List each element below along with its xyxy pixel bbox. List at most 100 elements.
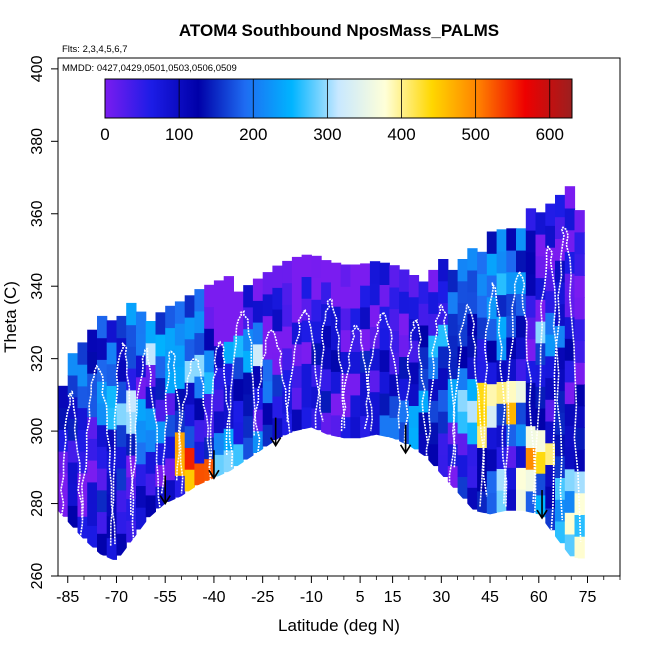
heatmap-cell	[291, 387, 303, 410]
heatmap-cell	[116, 359, 127, 382]
heatmap-cell	[506, 271, 517, 294]
heatmap-cell	[525, 230, 537, 253]
heatmap-cell	[545, 247, 556, 270]
heatmap-cell	[213, 389, 225, 412]
heatmap-cell	[77, 451, 88, 474]
heatmap-cell	[564, 338, 576, 361]
heatmap-cell	[545, 290, 556, 313]
heatmap-cell	[106, 428, 117, 452]
heatmap-cell	[116, 533, 127, 556]
heatmap-cell	[67, 440, 78, 463]
heatmap-cell	[243, 285, 254, 308]
heatmap-cell	[223, 363, 234, 386]
heatmap-cell	[243, 328, 254, 351]
heatmap-cell	[457, 454, 468, 477]
heatmap-cell	[564, 403, 576, 426]
heatmap-cell	[379, 349, 390, 372]
heatmap-cell	[301, 406, 312, 430]
heatmap-cell	[408, 275, 420, 298]
heatmap-cell	[564, 360, 576, 383]
heatmap-cell	[291, 256, 303, 280]
heatmap-cell	[311, 342, 322, 365]
heatmap-cell	[369, 369, 381, 393]
heatmap-cell	[67, 483, 78, 506]
heatmap-cell	[243, 393, 254, 417]
heatmap-cell	[486, 405, 498, 428]
heatmap-cell	[272, 352, 283, 375]
heatmap-cell	[486, 470, 498, 493]
heatmap-cell	[486, 296, 498, 319]
heatmap-cell	[194, 354, 205, 377]
heatmap-cell	[282, 304, 293, 327]
heatmap-cell	[330, 414, 342, 438]
heatmap-cell	[340, 416, 351, 439]
heatmap-cell	[457, 389, 468, 412]
heatmap-cell	[262, 293, 273, 317]
heatmap-cell	[272, 330, 283, 354]
heatmap-cell	[97, 511, 108, 534]
heatmap-cell	[165, 371, 176, 394]
heatmap-cell	[136, 398, 147, 421]
heatmap-cell	[165, 305, 176, 329]
heatmap-cell	[525, 273, 537, 296]
heatmap-cell	[155, 464, 166, 487]
colorbar-tick-label: 0	[100, 125, 109, 144]
heatmap-cell	[204, 306, 215, 329]
heatmap-cell	[350, 264, 361, 287]
heatmap-cell	[438, 324, 449, 347]
heatmap-cell	[467, 487, 478, 510]
heatmap-cell	[555, 390, 566, 413]
axes: -85 -70 -55 -40 -25 -10 5 15 30 45 60 75 260 280 300 32…	[29, 55, 621, 606]
heatmap-cell	[136, 463, 147, 486]
heatmap-cell	[233, 378, 244, 401]
heatmap-cell	[525, 490, 537, 514]
heatmap-cell	[516, 380, 527, 403]
heatmap-cell	[155, 377, 166, 400]
heatmap-cell	[311, 255, 322, 279]
heatmap-cell	[243, 415, 254, 438]
flight-profile	[129, 347, 162, 516]
heatmap-cell	[447, 378, 459, 401]
heatmap-cell	[233, 443, 244, 467]
heatmap-cell	[136, 376, 147, 400]
heatmap-cell	[555, 325, 566, 348]
heatmap-cell	[67, 396, 78, 419]
heatmap-cell	[77, 385, 88, 409]
heatmap-cell	[545, 486, 556, 509]
heatmap-cell	[321, 325, 332, 348]
heatmap-cell	[252, 365, 264, 388]
y-axis-label: Theta (C)	[1, 281, 20, 353]
marker-arrow	[536, 490, 548, 520]
heatmap-cell	[564, 229, 576, 252]
heatmap-cell	[496, 381, 507, 404]
heatmap-cell	[184, 403, 195, 427]
heatmap-cell	[564, 534, 576, 557]
y-tick-label: 380	[29, 128, 46, 155]
heatmap-cell	[291, 409, 303, 432]
heatmap-cell	[545, 464, 556, 487]
heatmap-cell	[477, 360, 488, 383]
heatmap-cell	[243, 350, 254, 373]
y-tick-label: 300	[29, 418, 46, 445]
heatmap-cell	[535, 451, 546, 474]
heatmap-cell	[564, 447, 576, 470]
heatmap-cell	[428, 422, 439, 445]
flight-profile	[314, 298, 346, 429]
x-tick-label: -70	[105, 589, 128, 606]
heatmap-cell	[272, 265, 283, 288]
flight-profile	[403, 318, 429, 443]
y-tick-label: 280	[29, 490, 46, 517]
heatmap-cell	[535, 429, 546, 452]
heatmap-cell	[272, 374, 283, 397]
heatmap-cell	[574, 253, 585, 276]
heatmap-cell	[545, 225, 556, 248]
heatmap-cell	[574, 384, 585, 407]
heatmap-cell	[379, 393, 390, 416]
heatmap-cell	[564, 251, 576, 274]
heatmap-cell	[516, 271, 527, 294]
heatmap-cell	[506, 467, 517, 490]
heatmap-cell	[311, 407, 322, 431]
heatmap-cell	[126, 455, 137, 478]
heatmap-cell	[545, 203, 556, 226]
heatmap-cell	[350, 329, 361, 352]
